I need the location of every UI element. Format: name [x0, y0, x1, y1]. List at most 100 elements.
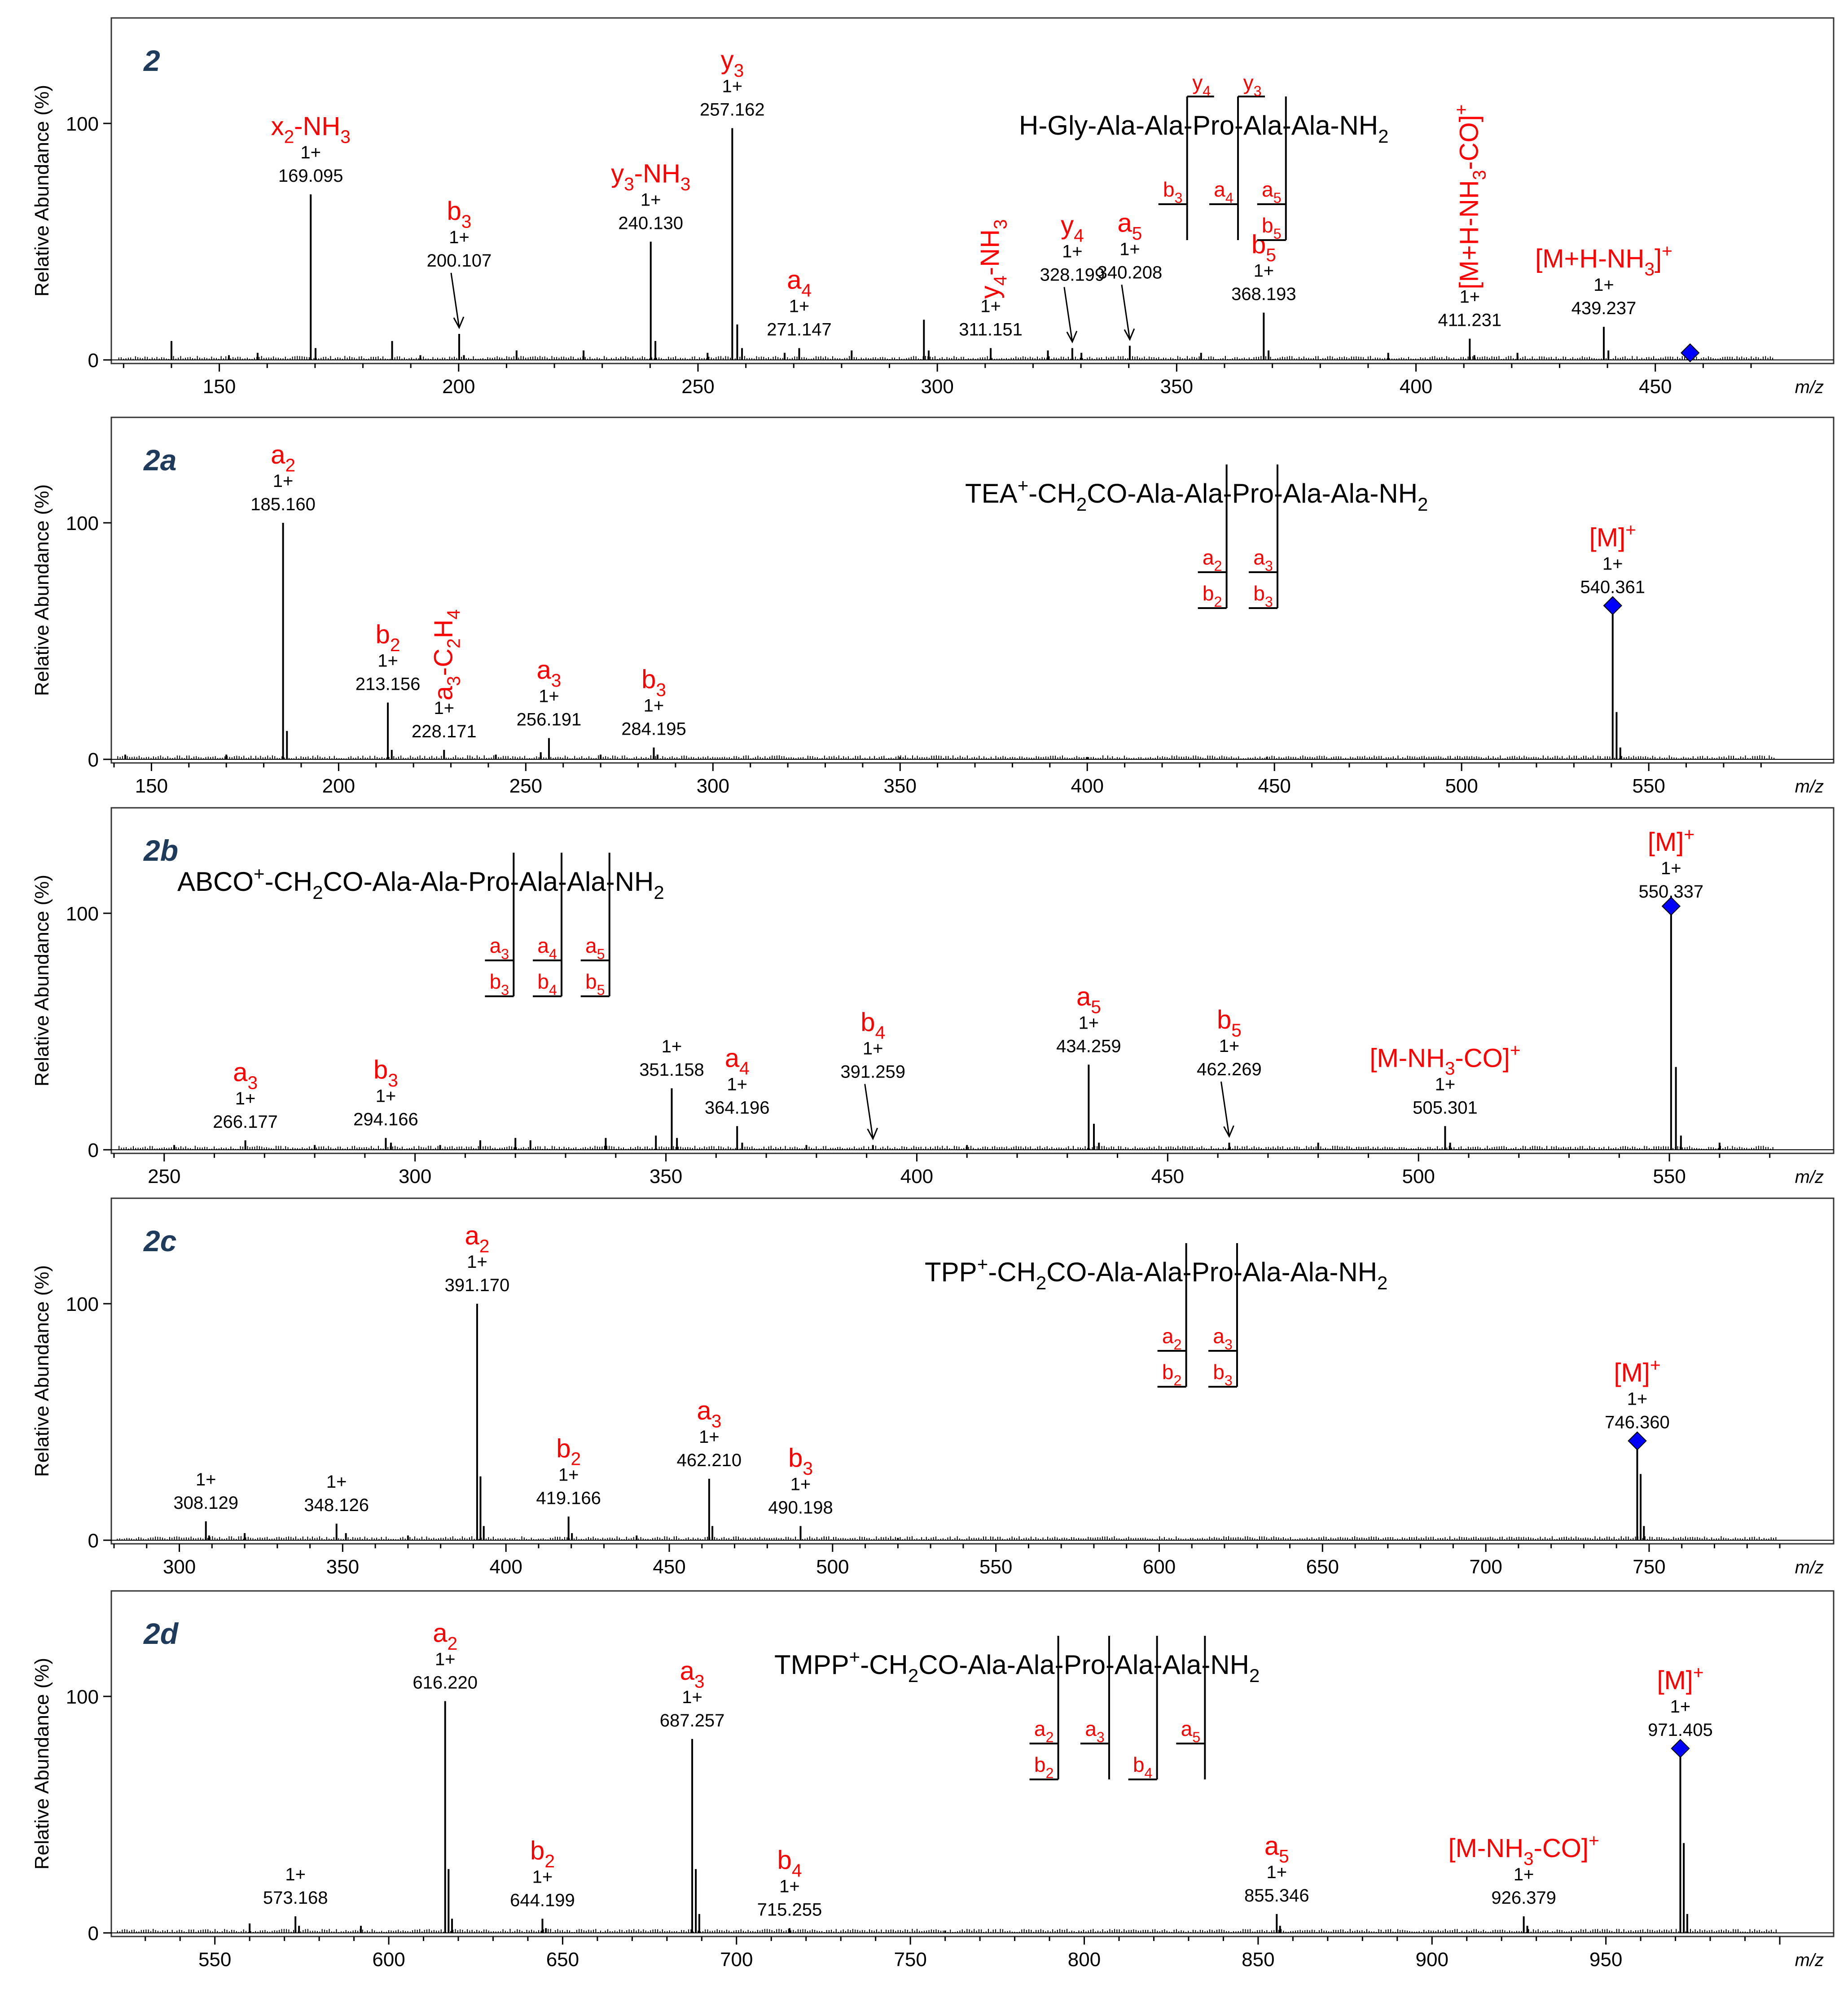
y-tick-label: 100 — [66, 113, 99, 135]
peak-charge-label: 1+ — [682, 1687, 702, 1707]
peak-charge-label: 1+ — [1661, 859, 1681, 878]
peak-mass-label: 348.126 — [304, 1495, 369, 1515]
baseline-noise — [117, 1929, 1777, 1933]
peak-mass-label: 308.129 — [173, 1493, 238, 1513]
x-tick-label: 350 — [1160, 376, 1193, 398]
x-tick-label: 950 — [1589, 1949, 1622, 1971]
peak-charge-label: 1+ — [1627, 1389, 1648, 1409]
peak-charge-label: 1+ — [1670, 1697, 1691, 1717]
ion-annotation: [M+H-NH3-CO]+ — [1451, 105, 1490, 289]
bracket-ion-label: b3 — [1253, 582, 1273, 610]
fragment-bracket: a5 — [1176, 1636, 1206, 1779]
bracket-ion-label: a5 — [585, 934, 605, 962]
peak-charge-label: 1+ — [376, 1087, 396, 1106]
precursor-marker — [1603, 596, 1622, 615]
ion-annotation: b3 — [447, 197, 472, 232]
x-tick-label: 450 — [1258, 775, 1291, 797]
ion-annotation: y3-NH3 — [611, 159, 690, 194]
ion-annotation: a4 — [725, 1043, 750, 1078]
x-axis-title: m/z — [1795, 1950, 1824, 1970]
x-axis-title: m/z — [1795, 1167, 1824, 1187]
peak-charge-label: 1+ — [863, 1038, 883, 1058]
ion-annotation: b5 — [1217, 1005, 1242, 1040]
peak-charge-label: 1+ — [449, 228, 470, 247]
x-axis-title: m/z — [1795, 377, 1824, 397]
bracket-ion-label: b3 — [490, 970, 509, 998]
y-axis-title: Relative Abundance (%) — [31, 484, 53, 696]
plot-frame — [110, 416, 1835, 764]
peak-mass-label: 311.151 — [959, 320, 1023, 340]
x-tick-label: 400 — [1071, 775, 1104, 797]
peak-charge-label: 1+ — [1062, 242, 1083, 262]
y-axis-title: Relative Abundance (%) — [31, 875, 53, 1087]
panel-id: 2d — [143, 1617, 179, 1650]
y-tick-label: 0 — [88, 1923, 99, 1945]
peak-mass-label: 439.237 — [1571, 298, 1637, 318]
peak-mass-label: 855.346 — [1244, 1886, 1309, 1906]
peak-mass-label: 746.360 — [1605, 1413, 1670, 1433]
y-tick-label: 0 — [88, 1530, 99, 1552]
x-tick-label: 300 — [921, 376, 953, 398]
ion-annotation: b4 — [777, 1845, 802, 1880]
peak-mass-label: 411.231 — [1438, 311, 1502, 330]
ion-annotation: a3 — [680, 1656, 705, 1691]
ion-annotation: a5 — [1076, 982, 1101, 1017]
y-tick-label: 0 — [88, 749, 99, 771]
ion-annotation: [M]+ — [1648, 824, 1694, 857]
peak-charge-label: 1+ — [1593, 275, 1614, 295]
baseline-noise — [117, 1536, 1777, 1540]
bracket-ion-label: b5 — [585, 970, 605, 998]
ion-annotation: [M-NH3-CO]+ — [1370, 1040, 1520, 1079]
bracket-ion-label: a3 — [490, 934, 509, 962]
peak-mass-label: 266.177 — [213, 1112, 278, 1132]
x-tick-label: 850 — [1242, 1949, 1274, 1971]
bracket-ion-label: a3 — [1253, 546, 1273, 574]
peptide-sequence: TEA+-CH2CO-Ala-Ala-Pro-Ala-Ala-NH2 — [965, 475, 1428, 515]
panel-id: 2c — [143, 1224, 176, 1257]
plot-frame — [110, 807, 1835, 1154]
y-tick-label: 100 — [66, 1686, 99, 1708]
peak-mass-label: 971.405 — [1648, 1720, 1713, 1740]
x-tick-label: 600 — [1143, 1556, 1176, 1578]
ion-annotation: a3 — [537, 656, 562, 691]
x-tick-label: 150 — [135, 775, 168, 797]
peak-mass-label: 364.196 — [705, 1098, 770, 1117]
peptide-sequence: ABCO+-CH2CO-Ala-Ala-Pro-Ala-Ala-NH2 — [177, 863, 664, 903]
ion-annotation: y4-NH3 — [975, 219, 1010, 298]
peak-charge-label: 1+ — [285, 1865, 306, 1884]
peak-mass-label: 328.199 — [1040, 265, 1105, 285]
x-tick-label: 450 — [1639, 376, 1672, 398]
x-tick-label: 200 — [322, 775, 355, 797]
ion-annotation: [M]+ — [1614, 1354, 1660, 1387]
x-tick-label: 250 — [509, 775, 542, 797]
peak-charge-label: 1+ — [558, 1465, 579, 1485]
x-tick-label: 300 — [399, 1165, 431, 1187]
ion-annotation: [M+H-NH3]+ — [1535, 241, 1672, 280]
peak-charge-label: 1+ — [196, 1470, 216, 1490]
x-tick-label: 350 — [326, 1556, 359, 1578]
ion-annotation: b3 — [373, 1056, 398, 1091]
x-tick-label: 500 — [1402, 1165, 1435, 1187]
fragment-bracket: b4 — [1128, 1636, 1158, 1781]
peak-arrow — [1063, 287, 1073, 342]
peak-arrow — [864, 1084, 874, 1139]
peak-mass-label: 419.166 — [536, 1488, 601, 1508]
x-tick-label: 900 — [1416, 1949, 1449, 1971]
peak-charge-label: 1+ — [790, 1474, 811, 1494]
bracket-ion-label: a2 — [1162, 1324, 1182, 1353]
peak-mass-label: 505.301 — [1413, 1098, 1478, 1117]
peak-mass-label: 284.195 — [621, 719, 686, 739]
peptide-sequence: TMPP+-CH2CO-Ala-Ala-Pro-Ala-Ala-NH2 — [774, 1646, 1260, 1686]
peak-charge-label: 1+ — [779, 1876, 800, 1896]
y-axis-title: Relative Abundance (%) — [31, 85, 53, 297]
x-tick-label: 250 — [681, 376, 714, 398]
y-tick-label: 0 — [88, 1139, 99, 1161]
baseline-noise — [119, 1146, 1773, 1150]
bracket-ion-label: a2 — [1034, 1717, 1054, 1745]
ion-annotation: b3 — [641, 665, 666, 700]
